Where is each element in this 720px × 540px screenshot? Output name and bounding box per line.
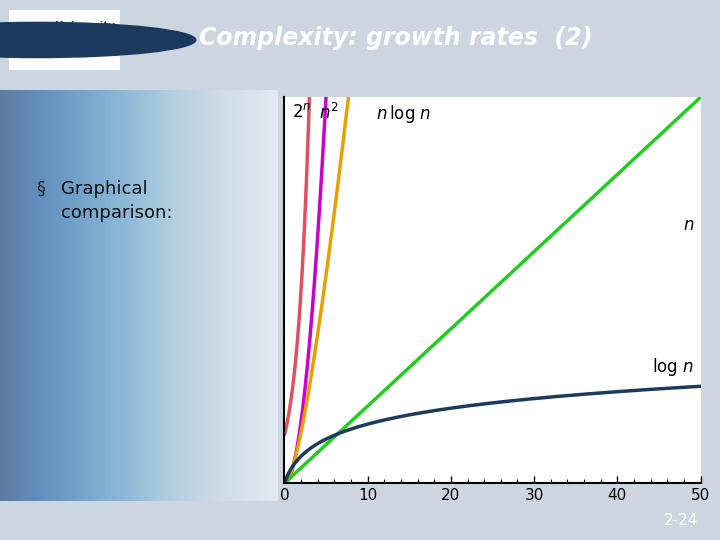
Text: 2-24: 2-24 [664, 513, 698, 528]
Text: of Glasgow: of Glasgow [56, 42, 114, 51]
Text: University: University [55, 21, 115, 31]
Text: §: § [36, 180, 45, 198]
Text: $n\,\log\,n$: $n\,\log\,n$ [376, 103, 431, 125]
Text: Complexity: growth rates  (2): Complexity: growth rates (2) [199, 26, 593, 50]
Text: $n^2$: $n^2$ [318, 103, 338, 123]
Circle shape [0, 22, 196, 58]
Text: $n$: $n$ [683, 215, 694, 234]
Text: $2^n$: $2^n$ [292, 103, 311, 121]
Text: Graphical
comparison:: Graphical comparison: [61, 180, 173, 222]
FancyBboxPatch shape [9, 10, 120, 70]
Text: $\log\,n$: $\log\,n$ [652, 356, 694, 379]
